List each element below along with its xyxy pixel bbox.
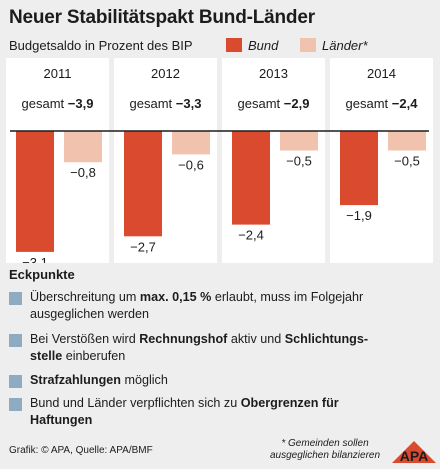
legend-item-laender: Länder* xyxy=(300,36,368,54)
year-label: 2012 xyxy=(151,66,180,81)
eckpunkt-text: Bei Verstößen wird Rechnungshof aktiv un… xyxy=(30,331,435,365)
bar-laender xyxy=(388,131,426,151)
bar-label-bund: −3,1 xyxy=(22,255,48,263)
emphasis-text: Rechnungshof xyxy=(139,332,228,346)
bar-laender xyxy=(172,131,210,155)
eckpunkt-line: Überschreitung um max. 0,15 % erlaubt, m… xyxy=(30,289,435,306)
plain-text: Überschreitung um xyxy=(30,290,140,304)
eckpunkt-text: Überschreitung um max. 0,15 % erlaubt, m… xyxy=(30,289,435,323)
plain-text: aktiv und xyxy=(227,332,285,346)
emphasis-text: stelle xyxy=(30,349,63,363)
eckpunkt-line: stelle einberufen xyxy=(30,348,435,365)
bar-bund xyxy=(232,131,270,225)
plain-text: einberufen xyxy=(62,349,126,363)
total-label: gesamt −2,4 xyxy=(346,96,419,111)
footnote-line: * Gemeinden sollen xyxy=(281,438,369,449)
eckpunkt-line: Bund und Länder verpflichten sich zu Obe… xyxy=(30,395,435,412)
footnote: * Gemeinden sollen ausgeglichen bilanzie… xyxy=(250,438,400,462)
eckpunkt-line: ausgeglichen werden xyxy=(30,306,435,323)
emphasis-text: Schlichtungs- xyxy=(284,332,369,346)
bar-label-laender: −0,5 xyxy=(286,154,312,169)
footnote-line: ausgeglichen bilanzieren xyxy=(269,450,381,461)
emphasis-text: Haftungen xyxy=(30,413,93,427)
plain-text: möglich xyxy=(120,373,168,387)
apa-logo: APA xyxy=(392,441,436,463)
plain-text: Bei Verstößen wird xyxy=(30,332,140,346)
bar-laender xyxy=(64,131,102,163)
bar-label-laender: −0,6 xyxy=(178,157,204,172)
apa-logo-text: APA xyxy=(400,448,429,463)
year-label: 2014 xyxy=(367,66,396,81)
total-label: gesamt −3,3 xyxy=(130,96,202,111)
chart-title: Neuer Stabilitätspakt Bund-Länder xyxy=(9,7,315,28)
bar-label-bund: −1,9 xyxy=(346,208,372,223)
total-label: gesamt −2,9 xyxy=(238,96,310,111)
plain-text: ausgeglichen werden xyxy=(30,307,150,321)
eckpunkt-line: Haftungen xyxy=(30,412,435,429)
bar-label-bund: −2,4 xyxy=(238,228,264,243)
bar-laender xyxy=(280,131,318,151)
total-label: gesamt −3,9 xyxy=(22,96,94,111)
eckpunkt-text: Bund und Länder verpflichten sich zu Obe… xyxy=(30,395,435,429)
legend-label-bund: Bund xyxy=(248,37,279,53)
legend-swatch-bund xyxy=(226,38,242,52)
bullet-square xyxy=(9,292,22,305)
eckpunkt-text: Strafzahlungen möglich xyxy=(30,372,435,389)
bullet-square xyxy=(9,375,22,388)
year-label: 2011 xyxy=(44,66,72,81)
plain-text: erlaubt, muss im Folgejahr xyxy=(211,290,364,304)
chart-subtitle: Budgetsaldo in Prozent des BIP xyxy=(9,38,193,53)
bar-label-bund: −2,7 xyxy=(130,239,156,254)
bar-bund xyxy=(340,131,378,206)
legend-swatch-laender xyxy=(300,38,316,52)
eckpunkte-title: Eckpunkte xyxy=(9,267,75,282)
eckpunkt-line: Strafzahlungen möglich xyxy=(30,372,435,389)
emphasis-text: Obergrenzen für xyxy=(240,396,339,410)
source-credit: Grafik: © APA, Quelle: APA/BMF xyxy=(9,445,153,456)
bar-label-laender: −0,5 xyxy=(394,154,420,169)
bar-bund xyxy=(16,131,54,252)
bar-bund xyxy=(124,131,162,237)
legend-label-laender: Länder* xyxy=(322,37,368,53)
emphasis-text: max. 0,15 % xyxy=(139,290,212,304)
year-label: 2013 xyxy=(259,66,288,81)
emphasis-text: Strafzahlungen xyxy=(30,373,121,387)
bar-label-laender: −0,8 xyxy=(70,165,96,180)
legend-item-bund: Bund xyxy=(226,36,278,54)
eckpunkt-line: Bei Verstößen wird Rechnungshof aktiv un… xyxy=(30,331,435,348)
bar-chart: 2011 gesamt −3,9 −3,1 −0,8 2012 gesamt −3,3 −2… xyxy=(6,58,433,263)
bullet-square xyxy=(9,334,22,347)
bullet-square xyxy=(9,398,22,411)
plain-text: Bund und Länder verpflichten sich zu xyxy=(30,396,241,410)
